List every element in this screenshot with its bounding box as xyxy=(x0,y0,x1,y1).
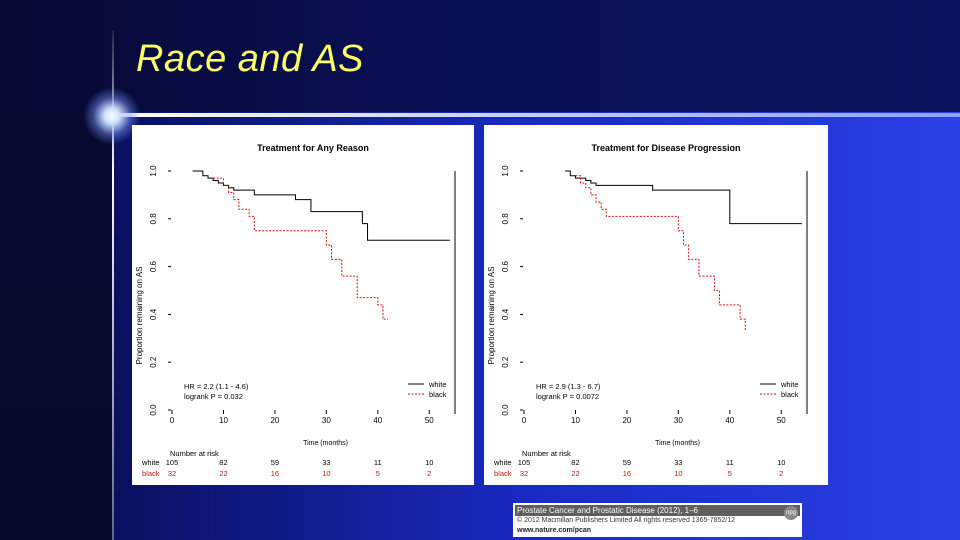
x-tick-label: 10 xyxy=(571,416,580,425)
chart-title: Treatment for Disease Progression xyxy=(591,143,740,153)
risk-value-black: 32 xyxy=(168,469,176,478)
risk-row-label-white: white xyxy=(141,458,160,467)
km-chart-any-reason: Treatment for Any Reason 0.0 0.2 0.4 0.6 0.8 1… xyxy=(132,125,474,485)
x-tick-label: 0 xyxy=(522,416,527,425)
risk-row-label-black: black xyxy=(494,469,512,478)
legend-label-white: white xyxy=(780,380,799,389)
x-axis-label: Time (months) xyxy=(655,440,700,447)
y-tick-label: 0.6 xyxy=(501,260,510,272)
risk-row-label-black: black xyxy=(142,469,160,478)
journal-citation: Prostate Cancer and Prostatic Disease (2… xyxy=(513,503,802,537)
risk-value-black: 22 xyxy=(571,469,579,478)
risk-value-white: 10 xyxy=(777,458,785,467)
legend-label-white: white xyxy=(428,380,447,389)
left-band xyxy=(0,112,112,540)
citation-copyright: © 2012 Macmillan Publishers Limited All … xyxy=(517,517,735,524)
x-tick-label: 20 xyxy=(622,416,631,425)
risk-value-black: 10 xyxy=(322,469,330,478)
km-curve-white xyxy=(192,170,450,241)
x-tick-label: 10 xyxy=(219,416,228,425)
risk-table-title: Number at risk xyxy=(170,449,219,458)
chart-annotation: logrank P = 0.0072 xyxy=(536,392,599,401)
risk-value-white: 105 xyxy=(166,458,179,467)
legend-label-black: black xyxy=(781,390,799,399)
decorative-horizontal-line xyxy=(112,113,960,117)
risk-value-white: 11 xyxy=(374,458,382,467)
risk-value-white: 82 xyxy=(219,458,227,467)
risk-value-white: 11 xyxy=(726,458,734,467)
risk-value-black: 2 xyxy=(779,469,783,478)
chart-annotation: logrank P = 0.032 xyxy=(184,392,243,401)
chart-annotation: HR = 2.9 (1.3 - 6.7) xyxy=(536,382,601,391)
km-curve-black xyxy=(575,175,746,332)
chart-annotation: HR = 2.2 (1.1 - 4.6) xyxy=(184,382,249,391)
risk-table-title: Number at risk xyxy=(522,449,571,458)
x-tick-label: 40 xyxy=(373,416,382,425)
y-tick-label: 0.6 xyxy=(149,260,158,272)
risk-value-white: 33 xyxy=(322,458,330,467)
risk-value-black: 10 xyxy=(674,469,682,478)
x-tick-label: 30 xyxy=(674,416,683,425)
x-tick-label: 40 xyxy=(725,416,734,425)
y-tick-label: 0.4 xyxy=(149,308,158,320)
risk-value-black: 16 xyxy=(271,469,279,478)
risk-value-white: 105 xyxy=(518,458,531,467)
km-chart-svg-disease-progression: Treatment for Disease Progression 0.0 0.2 0… xyxy=(487,143,808,478)
y-tick-label: 0.2 xyxy=(501,356,510,368)
x-tick-label: 0 xyxy=(170,416,175,425)
risk-row-label-white: white xyxy=(493,458,512,467)
y-tick-label: 0.0 xyxy=(501,404,510,416)
km-curve-black xyxy=(213,177,389,320)
x-tick-label: 20 xyxy=(270,416,279,425)
km-chart-svg-any-reason: Treatment for Any Reason 0.0 0.2 0.4 0.6 0.8 1… xyxy=(135,143,456,478)
slide-title: Race and AS xyxy=(136,38,365,80)
y-tick-label: 0.0 xyxy=(149,404,158,416)
risk-value-white: 10 xyxy=(425,458,433,467)
risk-value-black: 2 xyxy=(427,469,431,478)
x-tick-label: 50 xyxy=(425,416,434,425)
y-axis-label: Proportion remaining on AS xyxy=(487,267,496,365)
y-tick-label: 1.0 xyxy=(149,165,158,177)
y-tick-label: 0.8 xyxy=(501,213,510,225)
citation-header-bar xyxy=(515,505,800,516)
x-axis-label: Time (months) xyxy=(303,440,348,447)
y-tick-label: 0.2 xyxy=(149,356,158,368)
legend-label-black: black xyxy=(429,390,447,399)
risk-value-black: 32 xyxy=(520,469,528,478)
risk-value-white: 59 xyxy=(623,458,631,467)
chart-title: Treatment for Any Reason xyxy=(257,143,369,153)
y-axis-label: Proportion remaining on AS xyxy=(135,267,144,365)
citation-url[interactable]: www.nature.com/pcan xyxy=(517,527,592,534)
citation-journal: Prostate Cancer and Prostatic Disease (2… xyxy=(517,506,698,515)
x-tick-label: 50 xyxy=(777,416,786,425)
y-tick-label: 1.0 xyxy=(501,165,510,177)
km-chart-disease-progression: Treatment for Disease Progression 0.0 0.2 0… xyxy=(484,125,828,485)
risk-value-white: 59 xyxy=(271,458,279,467)
risk-value-black: 22 xyxy=(219,469,227,478)
publisher-logo-icon: npg xyxy=(784,506,798,520)
risk-value-black: 16 xyxy=(623,469,631,478)
km-curve-white xyxy=(565,170,802,225)
title-band xyxy=(0,0,960,112)
risk-value-black: 5 xyxy=(728,469,732,478)
x-tick-label: 30 xyxy=(322,416,331,425)
risk-value-white: 33 xyxy=(674,458,682,467)
y-tick-label: 0.4 xyxy=(501,308,510,320)
risk-value-black: 5 xyxy=(376,469,380,478)
y-tick-label: 0.8 xyxy=(149,213,158,225)
decorative-vertical-line xyxy=(112,30,114,540)
risk-value-white: 82 xyxy=(571,458,579,467)
